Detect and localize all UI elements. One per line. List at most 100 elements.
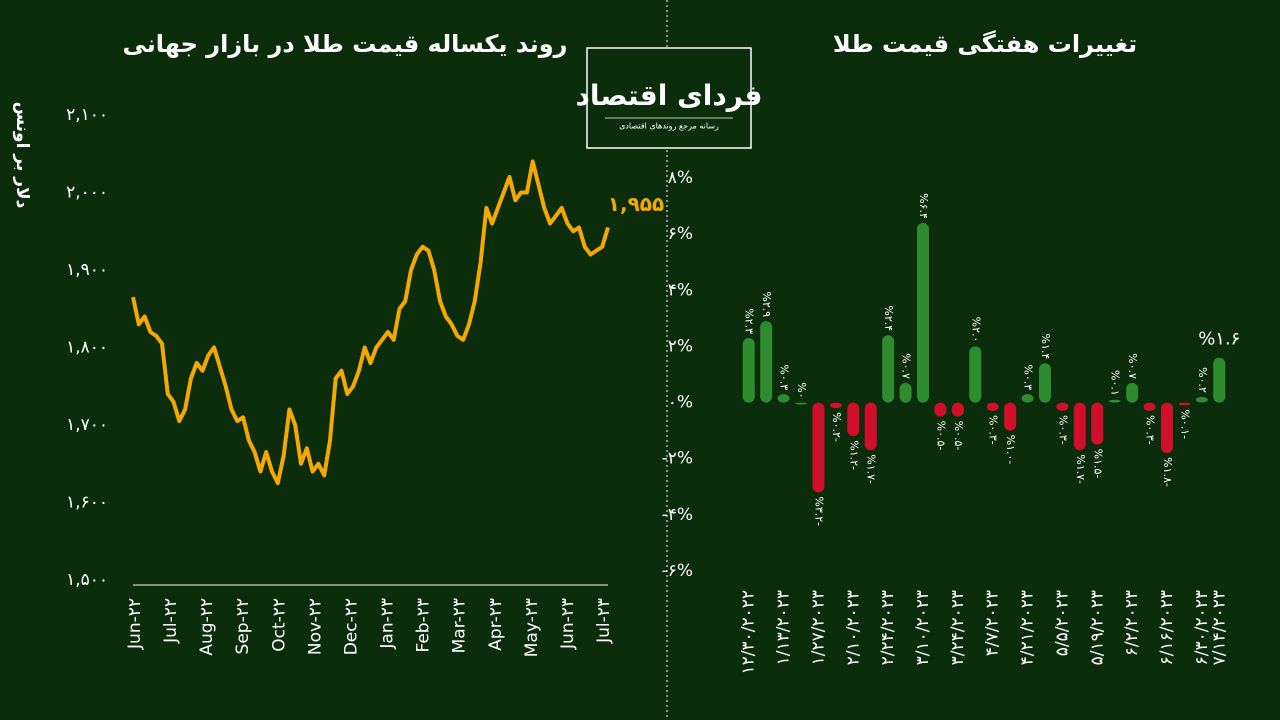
y-tick-label: ۲,۱۰۰: [66, 105, 108, 125]
x-tick-label: Jun-۲۳: [558, 598, 578, 650]
x-tick-label: ۴/۲۱/۲۰۲۳: [1018, 590, 1038, 665]
value-label: %۰.۲-: [830, 412, 843, 442]
x-tick-label: ۱/۲۷/۲۰۲۳: [808, 590, 828, 665]
x-tick-label: Sep-۲۲: [233, 598, 253, 654]
bar: [777, 394, 790, 403]
value-label: %۱.۲-: [847, 440, 860, 470]
bar: [917, 222, 929, 403]
value-label: %۱.۷-: [865, 454, 878, 484]
x-tick-label: ۲/۲۴/۲۰۲۳: [878, 590, 898, 665]
right-title: تغییرات هفتگی قیمت طلا: [833, 30, 1137, 58]
value-label: %۱.۷-: [1074, 454, 1087, 484]
x-tick-label: Jun-۲۲: [125, 598, 145, 650]
value-label: %۲.۴: [882, 305, 895, 331]
x-tick-label: Jan-۲۳: [378, 598, 398, 650]
x-tick-label: Jul-۲۲: [161, 598, 181, 644]
value-label: %۰.۳-: [1056, 415, 1069, 445]
bar: [1143, 402, 1156, 411]
bar: [882, 335, 895, 403]
bar: [899, 382, 912, 403]
y-tick-label: ۱,۵۰۰: [66, 570, 108, 590]
y-tick-label: ۱,۷۰۰: [66, 415, 108, 435]
x-tick-label: ۱۲/۳۰/۲۰۲۲: [739, 590, 759, 675]
y-tick-label: ۱,۶۰۰: [66, 493, 108, 513]
x-tick-label: Jul-۲۳: [594, 598, 614, 644]
logo-tagline: رسانه مرجع روندهای اقتصادی: [619, 122, 719, 131]
value-label: %۰.۱: [1109, 370, 1122, 396]
x-tick-label: ۷/۱۴/۲۰۲۳: [1209, 590, 1229, 665]
value-label: %۲.۳: [743, 308, 756, 334]
x-tick-label: ۳/۱۰/۲۰۲۳: [913, 590, 933, 665]
value-label: %۲.۹: [760, 291, 773, 317]
bar: [969, 346, 982, 403]
value-label: %۰: [795, 382, 808, 398]
y-tick-label: ۴%: [668, 280, 693, 300]
bar: [1056, 402, 1069, 411]
bar: [795, 402, 807, 405]
x-tick-label: Oct-۲۲: [269, 598, 289, 652]
x-tick-label: ۲/۱۰/۲۰۲۳: [843, 590, 863, 665]
x-tick-label: ۶/۳۰/۲۰۲۳: [1192, 590, 1212, 665]
bar: [847, 402, 860, 437]
bar: [864, 402, 877, 451]
value-label: %۱.۵-: [1091, 449, 1104, 479]
y-tick-label: ۸%: [668, 168, 693, 188]
value-label: %۰.۳: [1022, 364, 1035, 390]
bar: [1021, 394, 1034, 403]
bar: [1195, 396, 1208, 403]
x-tick-label: ۶/۱۶/۲۰۲۳: [1157, 590, 1177, 665]
bar: [1073, 402, 1086, 451]
x-tick-label: ۱/۱۳/۲۰۲۳: [774, 590, 794, 665]
bar: [1004, 402, 1017, 431]
value-label: %۰.۲: [1196, 367, 1209, 393]
y-tick-label: ۱,۹۰۰: [66, 260, 108, 280]
x-tick-label: May-۲۳: [522, 598, 542, 657]
value-label: %۱.۶: [1198, 329, 1240, 350]
value-label: %۰.۳: [778, 364, 791, 390]
x-tick-label: Mar-۲۳: [450, 598, 470, 653]
bar: [742, 338, 755, 403]
bar: [829, 402, 842, 409]
bar: [934, 402, 947, 417]
price-line: [131, 159, 610, 486]
value-label: %۱.۴: [1039, 334, 1052, 360]
bar: [1213, 357, 1226, 403]
x-tick-label: ۴/۷/۲۰۲۳: [983, 590, 1003, 656]
y-axis-label: دلار بر اونس: [12, 102, 32, 209]
x-tick-label: ۵/۵/۲۰۲۳: [1052, 590, 1072, 656]
value-label: %۰.۳-: [987, 415, 1000, 445]
value-label: %۱.۰-: [1004, 435, 1017, 465]
x-tick-label: Dec-۲۲: [341, 598, 361, 655]
value-label: %۱.۸-: [1161, 457, 1174, 487]
y-tick-label: ۰%: [668, 393, 693, 413]
bar: [1178, 402, 1191, 406]
y-tick-label: -۶%: [662, 561, 693, 581]
x-tick-label: Apr-۲۳: [486, 598, 506, 651]
x-tick-label: Nov-۲۲: [305, 598, 325, 655]
y-tick-label: ۶%: [668, 224, 693, 244]
bar: [760, 321, 773, 403]
bar: [1108, 399, 1121, 403]
last-value-label: ۱,۹۵۵: [608, 192, 664, 216]
value-label: %۳.۲-: [812, 496, 825, 526]
bar: [951, 402, 964, 417]
x-tick-label: Aug-۲۲: [197, 598, 217, 656]
y-tick-label: ۲%: [668, 336, 693, 356]
value-label: %۰.۷: [900, 353, 913, 379]
left-title: روند یکساله قیمت طلا در بازار جهانی: [122, 30, 567, 58]
y-tick-label: -۲%: [662, 449, 693, 469]
bar: [812, 402, 825, 493]
bar: [1039, 363, 1051, 403]
x-tick-label: ۳/۲۴/۲۰۲۳: [948, 590, 968, 665]
y-tick-label: ۲,۰۰۰: [66, 183, 108, 203]
x-tick-label: ۶/۲/۲۰۲۳: [1122, 590, 1142, 656]
bar: [1126, 382, 1139, 403]
value-label: %۰.۷: [1126, 353, 1139, 379]
logo-box: [586, 47, 752, 149]
value-label: %۰.۵-: [934, 421, 947, 451]
value-label: %۰.۳-: [1144, 415, 1157, 445]
bar: [986, 402, 999, 411]
y-tick-label: -۴%: [662, 505, 693, 525]
